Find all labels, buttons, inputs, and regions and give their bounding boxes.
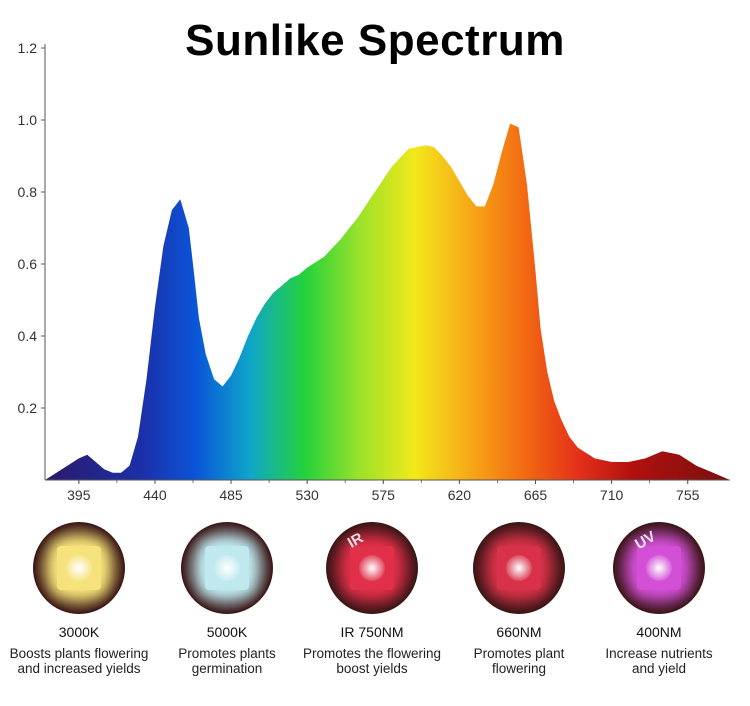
x-tick-label: 575 xyxy=(372,487,396,503)
x-tick-label: 755 xyxy=(676,487,700,503)
led-description: Boosts plants flowering and increased yie… xyxy=(4,646,154,676)
led-description-line: Boosts plants flowering xyxy=(9,646,149,661)
x-tick-label: 710 xyxy=(600,487,624,503)
led-chip-icon xyxy=(181,522,273,614)
chip-emitter xyxy=(646,555,672,581)
led-label: 3000K xyxy=(58,624,100,640)
x-tick-label: 485 xyxy=(219,487,243,503)
x-tick-label: 530 xyxy=(295,487,319,503)
led-item: 3000K Boosts plants flowering and increase… xyxy=(4,522,154,676)
led-description: Increase nutrients and yield xyxy=(584,646,734,676)
led-description-line: Promotes plants xyxy=(178,646,276,661)
led-item: IR IR 750NM Promotes the flowering boost yi… xyxy=(297,522,447,676)
led-chip-icon: IR xyxy=(326,522,418,614)
led-description-line: and yield xyxy=(631,661,687,676)
led-chip-icon: UV xyxy=(613,522,705,614)
spectrum-chart: 0.2 0.4 0.6 0.8 1.0 1.2 395 440 485 530 575 620 665 7… xyxy=(18,40,730,503)
spectrum-area xyxy=(45,123,730,480)
y-tick-label: 0.2 xyxy=(18,400,38,416)
y-tick-label: 1.0 xyxy=(18,112,38,128)
led-legend: 3000K Boosts plants flowering and increase… xyxy=(0,522,750,706)
led-chip-icon xyxy=(33,522,125,614)
led-description-line: and increased yields xyxy=(17,661,141,676)
led-item: UV 400NM Increase nutrients and yield xyxy=(584,522,734,676)
chart-title: Sunlike Spectrum xyxy=(185,16,565,65)
y-tick-label: 0.8 xyxy=(18,184,38,200)
led-description-line: germination xyxy=(191,661,263,676)
x-tick-label: 665 xyxy=(524,487,548,503)
led-chip-icon xyxy=(473,522,565,614)
led-item: 660NM Promotes plant flowering xyxy=(444,522,594,676)
chip-emitter xyxy=(66,555,92,581)
led-description: Promotes plants germination xyxy=(152,646,302,676)
led-description-line: Increase nutrients xyxy=(605,646,713,661)
led-description: Promotes the flowering boost yields xyxy=(297,646,447,676)
led-description-line: boost yields xyxy=(336,661,408,676)
led-label: 660NM xyxy=(496,624,542,640)
led-label: IR 750NM xyxy=(340,624,404,640)
y-tick-label: 0.6 xyxy=(18,256,38,272)
y-tick-label: 1.2 xyxy=(18,40,38,56)
x-tick-label: 620 xyxy=(448,487,472,503)
led-label: 400NM xyxy=(636,624,682,640)
led-description-line: Promotes the flowering xyxy=(302,646,442,661)
x-tick-label: 440 xyxy=(143,487,167,503)
chip-emitter xyxy=(359,555,385,581)
led-item: 5000K Promotes plants germination xyxy=(152,522,302,676)
led-description-line: Promotes plant xyxy=(473,646,565,661)
led-description: Promotes plant flowering xyxy=(444,646,594,676)
chip-emitter xyxy=(506,555,532,581)
y-tick-label: 0.4 xyxy=(18,328,38,344)
chip-emitter xyxy=(214,555,240,581)
led-description-line: flowering xyxy=(491,661,547,676)
x-tick-label: 395 xyxy=(67,487,91,503)
led-label: 5000K xyxy=(206,624,248,640)
